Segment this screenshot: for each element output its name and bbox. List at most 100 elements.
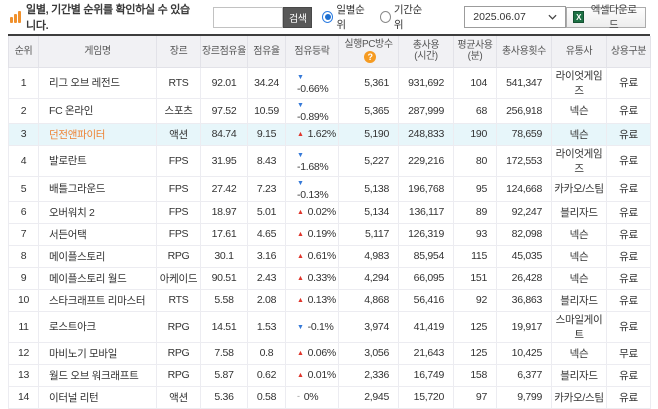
pc-cafe-count-cell: 5,134	[338, 201, 399, 224]
search-input[interactable]	[213, 6, 284, 28]
genre-share-cell: 84.74	[200, 123, 248, 146]
game-name-cell[interactable]: 이터널 리턴	[38, 386, 157, 409]
table-header-row: 순위 게임명 장르 장르점유율 점유율 점유등락 실행PC방수? 총사용 (시간) 평균사용 (분)…	[8, 36, 651, 68]
game-name-link[interactable]: 오버워치 2	[49, 206, 95, 219]
game-name-cell[interactable]: 배틀그라운드	[38, 176, 157, 202]
game-name-cell[interactable]: 메이플스토리	[38, 245, 157, 268]
avg-usage-min-cell: 89	[453, 201, 497, 224]
game-name-link[interactable]: 서든어택	[49, 228, 87, 241]
pay-type-cell: 유료	[606, 245, 651, 268]
down-triangle-icon: ▼	[297, 101, 304, 109]
game-name-cell[interactable]: 마비노기 모바일	[38, 342, 157, 365]
total-usage-count-cell: 9,799	[496, 386, 552, 409]
publisher-cell: 넥슨	[551, 245, 607, 268]
date-select-value: 2025.06.07	[473, 11, 526, 23]
total-usage-hours-cell: 287,999	[398, 98, 454, 124]
game-name-link[interactable]: 월드 오브 워크래프트	[49, 369, 139, 382]
game-name-cell[interactable]: 메이플스토리 월드	[38, 267, 157, 290]
pay-type-cell: 유료	[606, 289, 651, 312]
total-usage-hours-cell: 66,095	[398, 267, 454, 290]
total-usage-count-cell: 92,247	[496, 201, 552, 224]
down-triangle-icon: ▼	[297, 151, 304, 159]
excel-icon: X	[572, 11, 585, 23]
genre-share-cell: 5.58	[200, 289, 248, 312]
share-cell: 3.16	[247, 245, 286, 268]
total-usage-hours-cell: 196,768	[398, 176, 454, 202]
share-cell: 7.23	[247, 176, 286, 202]
rank-cell: 2	[8, 98, 39, 124]
genre-share-cell: 30.1	[200, 245, 248, 268]
pay-type-cell: 유료	[606, 176, 651, 202]
column-header: 실행PC방수?	[338, 36, 399, 68]
publisher-cell: 블리자드	[551, 289, 607, 312]
share-change-cell: ▲ 0.13%	[285, 289, 339, 312]
publisher-cell: 카카오/스팀	[551, 176, 607, 202]
table-row: 9 메이플스토리 월드 아케이드 90.51 2.43 ▲ 0.33% 4,294 66,095…	[8, 267, 651, 290]
genre-share-cell: 90.51	[200, 267, 248, 290]
publisher-cell: 라이엇게임즈	[551, 145, 607, 177]
genre-cell: RPG	[156, 245, 201, 268]
radio-period-rank[interactable]: 기간순위	[379, 2, 428, 32]
help-question-icon[interactable]: ?	[364, 51, 376, 64]
total-usage-hours-cell: 85,954	[398, 245, 454, 268]
game-name-link[interactable]: 메이플스토리	[49, 250, 106, 263]
total-usage-hours-cell: 15,720	[398, 386, 454, 409]
game-ranking-table: 순위 게임명 장르 장르점유율 점유율 점유등락 실행PC방수? 총사용 (시간) 평균사용 (분)…	[8, 36, 651, 409]
up-triangle-icon: ▲	[297, 372, 304, 379]
game-name-link[interactable]: 던전앤파이터	[49, 128, 106, 141]
game-name-cell[interactable]: 스타크래프트 리마스터	[38, 289, 157, 312]
genre-cell: FPS	[156, 145, 201, 177]
game-name-link[interactable]: FC 온라인	[49, 105, 94, 117]
avg-usage-min-cell: 80	[453, 145, 497, 177]
game-name-link[interactable]: 스타크래프트 리마스터	[49, 294, 146, 307]
game-name-cell[interactable]: 로스트아크	[38, 311, 157, 343]
table-row: 7 서든어택 FPS 17.61 4.65 ▲ 0.19% 5,117 126,319 93 82,…	[8, 223, 651, 246]
total-usage-count-cell: 36,863	[496, 289, 552, 312]
game-name-link[interactable]: 로스트아크	[49, 321, 96, 333]
excel-download-button[interactable]: X 엑셀다운로드	[565, 4, 646, 31]
column-header: 총사용횟수	[496, 36, 552, 68]
genre-cell: RPG	[156, 342, 201, 365]
avg-usage-min-cell: 151	[453, 267, 497, 290]
game-name-cell[interactable]: FC 온라인	[38, 98, 157, 124]
share-change-cell: ▲ 0.06%	[285, 342, 339, 365]
genre-share-cell: 7.58	[200, 342, 248, 365]
game-name-link[interactable]: 메이플스토리 월드	[49, 272, 127, 285]
genre-share-cell: 92.01	[200, 67, 248, 99]
share-change-cell: ▲ 1.62%	[285, 123, 339, 146]
pc-cafe-count-cell: 5,227	[338, 145, 399, 177]
game-name-link[interactable]: 마비노기 모바일	[49, 347, 118, 360]
date-select[interactable]: 2025.06.07	[464, 6, 566, 28]
game-name-cell[interactable]: 던전앤파이터	[38, 123, 157, 146]
radio-daily-rank[interactable]: 일별순위	[322, 2, 370, 32]
up-triangle-icon: ▲	[297, 209, 304, 216]
search-button[interactable]: 검색	[283, 6, 313, 28]
chevron-down-icon	[548, 14, 557, 20]
genre-cell: FPS	[156, 223, 201, 246]
game-name-cell[interactable]: 오버워치 2	[38, 201, 157, 224]
column-header: 상용구분	[606, 36, 651, 68]
game-name-link[interactable]: 발로란트	[49, 155, 87, 167]
genre-share-cell: 5.36	[200, 386, 248, 409]
game-name-link[interactable]: 리그 오브 레전드	[49, 77, 120, 89]
publisher-cell: 카카오/스팀	[551, 386, 607, 409]
avg-usage-min-cell: 125	[453, 342, 497, 365]
game-name-cell[interactable]: 리그 오브 레전드	[38, 67, 157, 99]
rank-cell: 10	[8, 289, 39, 312]
genre-share-cell: 18.97	[200, 201, 248, 224]
publisher-cell: 블리자드	[551, 201, 607, 224]
pay-type-cell: 유료	[606, 223, 651, 246]
total-usage-count-cell: 124,668	[496, 176, 552, 202]
game-name-cell[interactable]: 발로란트	[38, 145, 157, 177]
rank-cell: 11	[8, 311, 39, 343]
pc-cafe-count-cell: 3,974	[338, 311, 399, 343]
share-change-cell: ▲ 0.01%	[285, 364, 339, 387]
game-name-link[interactable]: 이터널 리턴	[49, 391, 99, 404]
down-triangle-icon: ▼	[297, 179, 304, 187]
rank-cell: 9	[8, 267, 39, 290]
game-name-cell[interactable]: 월드 오브 워크래프트	[38, 364, 157, 387]
game-name-link[interactable]: 배틀그라운드	[49, 183, 106, 195]
game-name-cell[interactable]: 서든어택	[38, 223, 157, 246]
radio-period-label: 기간순위	[393, 4, 422, 31]
